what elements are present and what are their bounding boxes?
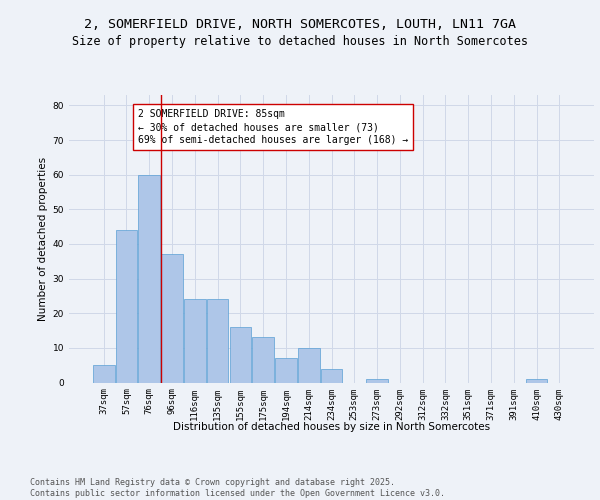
Bar <box>161 254 183 382</box>
Bar <box>116 230 137 382</box>
Text: Contains HM Land Registry data © Crown copyright and database right 2025.
Contai: Contains HM Land Registry data © Crown c… <box>30 478 445 498</box>
Bar <box>275 358 297 382</box>
Text: 2, SOMERFIELD DRIVE, NORTH SOMERCOTES, LOUTH, LN11 7GA: 2, SOMERFIELD DRIVE, NORTH SOMERCOTES, L… <box>84 18 516 30</box>
Bar <box>526 379 547 382</box>
Bar <box>184 300 206 382</box>
Bar <box>320 368 343 382</box>
Bar <box>230 327 251 382</box>
Bar <box>207 300 229 382</box>
Y-axis label: Number of detached properties: Number of detached properties <box>38 156 49 321</box>
Bar <box>366 379 388 382</box>
Bar <box>298 348 320 382</box>
X-axis label: Distribution of detached houses by size in North Somercotes: Distribution of detached houses by size … <box>173 422 490 432</box>
Bar <box>253 338 274 382</box>
Bar <box>139 174 160 382</box>
Text: Size of property relative to detached houses in North Somercotes: Size of property relative to detached ho… <box>72 35 528 48</box>
Bar <box>93 365 115 382</box>
Text: 2 SOMERFIELD DRIVE: 85sqm
← 30% of detached houses are smaller (73)
69% of semi-: 2 SOMERFIELD DRIVE: 85sqm ← 30% of detac… <box>138 109 408 146</box>
